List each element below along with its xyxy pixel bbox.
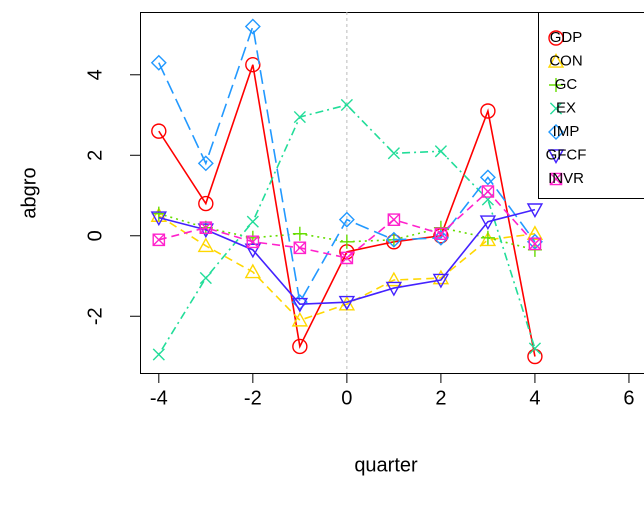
x-tick-label: -2 (244, 387, 262, 409)
point-marker (434, 227, 448, 241)
legend-box (538, 12, 644, 199)
point-marker (293, 110, 306, 124)
y-tick-label: -2 (84, 307, 106, 325)
point-marker (387, 213, 401, 226)
point-marker (432, 273, 450, 289)
point-marker (479, 169, 496, 186)
point-marker (385, 231, 402, 248)
point-marker (152, 233, 166, 247)
x-tick-label: 6 (623, 387, 634, 409)
x-axis-label: quarter (354, 454, 418, 476)
plot-frame (140, 12, 644, 374)
series-line (158, 214, 536, 322)
point-marker (197, 155, 214, 172)
y-tick-label: 0 (84, 230, 106, 241)
series-line (158, 104, 536, 355)
point-marker (246, 235, 260, 249)
x-tick-label: 4 (529, 387, 540, 409)
point-marker (246, 215, 259, 228)
point-marker (528, 237, 542, 251)
point-marker (151, 123, 167, 139)
point-marker (244, 18, 261, 35)
point-marker (199, 221, 213, 235)
point-marker (197, 237, 215, 253)
legend-marker (547, 53, 565, 68)
point-marker (385, 271, 403, 287)
point-marker (432, 229, 449, 246)
point-marker (292, 226, 307, 241)
point-marker (150, 54, 167, 71)
legend-label: GC (555, 76, 578, 93)
point-marker (526, 225, 544, 241)
point-marker (526, 203, 544, 219)
point-marker (291, 311, 309, 327)
legend-marker (549, 172, 563, 186)
point-marker (293, 241, 307, 255)
legend-marker (549, 102, 563, 115)
point-marker (527, 348, 543, 365)
point-marker (292, 338, 308, 355)
point-marker (387, 147, 400, 160)
legend-marker (549, 78, 563, 92)
point-marker (198, 195, 214, 212)
point-marker (152, 348, 165, 361)
point-marker (199, 271, 212, 285)
point-marker (479, 215, 497, 231)
legend-label: INVR (548, 170, 584, 187)
point-marker (528, 342, 542, 355)
x-tick-label: 0 (341, 387, 352, 409)
point-marker (479, 231, 497, 247)
y-axis-label: abgro (18, 167, 40, 218)
point-marker (434, 145, 447, 158)
y-tick-label: 2 (84, 150, 106, 161)
point-marker (340, 98, 353, 112)
point-marker (480, 103, 496, 119)
legend-marker (548, 124, 564, 140)
legend-marker (547, 149, 565, 164)
x-tick-label: 2 (435, 387, 446, 409)
point-marker (150, 207, 167, 222)
point-marker (338, 211, 355, 228)
series-line (158, 208, 536, 305)
point-marker (244, 243, 262, 259)
point-marker (340, 251, 354, 265)
legend-label: IMP (553, 123, 580, 140)
series-line (158, 26, 536, 305)
y-tick-label: 4 (84, 69, 106, 80)
point-marker (480, 230, 495, 245)
legend-label: GDP (550, 29, 583, 46)
point-marker (432, 269, 450, 285)
legend-marker (548, 30, 564, 46)
point-marker (291, 297, 309, 313)
point-marker (245, 57, 261, 73)
legend-label: EX (556, 99, 576, 116)
point-marker (244, 263, 262, 279)
point-marker (481, 185, 495, 198)
x-tick-label: -4 (150, 387, 168, 409)
legend-label: CON (549, 52, 582, 69)
series-line (158, 190, 536, 259)
point-marker (385, 281, 403, 297)
point-marker (150, 211, 167, 227)
legend-label: GFCF (546, 146, 587, 163)
point-marker (339, 234, 354, 249)
point-marker (338, 295, 356, 311)
